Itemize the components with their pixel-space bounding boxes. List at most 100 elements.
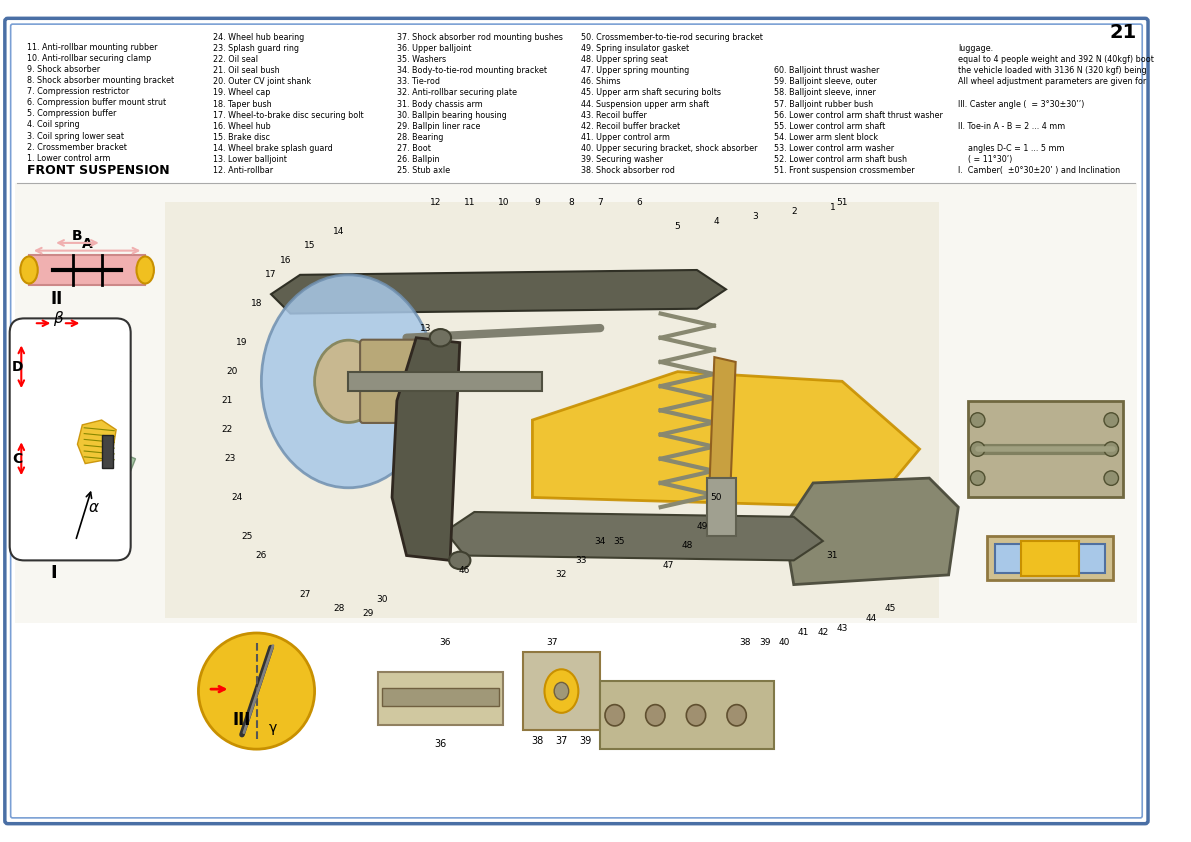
Text: 19. Wheel cap: 19. Wheel cap (213, 88, 270, 98)
Text: 21. Oil seal bush: 21. Oil seal bush (213, 67, 280, 75)
Text: 7. Compression restrictor: 7. Compression restrictor (27, 87, 130, 96)
Text: 37: 37 (555, 736, 568, 746)
Text: 9. Shock absorber: 9. Shock absorber (27, 65, 100, 74)
Text: II: II (50, 290, 62, 308)
Text: 14. Wheel brake splash guard: 14. Wheel brake splash guard (213, 144, 332, 153)
Bar (968, 401, 1123, 498)
Text: 3: 3 (753, 212, 757, 221)
Text: 35. Washers: 35. Washers (397, 55, 445, 64)
Text: 33. Tie-rod: 33. Tie-rod (397, 77, 439, 87)
Polygon shape (445, 512, 823, 561)
Text: C: C (12, 452, 23, 466)
Ellipse shape (1104, 413, 1118, 427)
Text: 39: 39 (759, 638, 771, 647)
Text: 25. Stub axle: 25. Stub axle (397, 167, 450, 175)
Polygon shape (532, 371, 919, 507)
Text: 33: 33 (575, 556, 586, 565)
Text: 30. Ballpin bearing housing: 30. Ballpin bearing housing (397, 111, 506, 120)
Text: 45: 45 (885, 605, 897, 613)
Text: 57. Balljoint rubber bush: 57. Balljoint rubber bush (774, 99, 873, 109)
Text: I.  Camber(  ±0°30±20’ ) and Inclination: I. Camber( ±0°30±20’ ) and Inclination (959, 167, 1121, 175)
Text: γ: γ (269, 721, 278, 735)
Ellipse shape (971, 471, 985, 485)
Text: 60. Balljoint thrust washer: 60. Balljoint thrust washer (774, 67, 880, 75)
Text: 2. Crossmember bracket: 2. Crossmember bracket (27, 142, 127, 152)
Text: 46: 46 (459, 566, 470, 574)
Polygon shape (710, 357, 736, 483)
Text: 54. Lower arm slent block: 54. Lower arm slent block (774, 133, 879, 142)
Text: 36. Upper balljoint: 36. Upper balljoint (397, 44, 472, 53)
Ellipse shape (727, 705, 747, 726)
Text: 26. Ballpin: 26. Ballpin (397, 155, 439, 164)
Ellipse shape (971, 413, 985, 427)
Text: 9: 9 (535, 198, 540, 207)
Polygon shape (272, 270, 727, 313)
Text: 34. Body-to-tie-rod mounting bracket: 34. Body-to-tie-rod mounting bracket (397, 67, 547, 75)
Ellipse shape (605, 705, 624, 726)
Polygon shape (784, 478, 959, 584)
Text: 50: 50 (711, 493, 722, 502)
Bar (101, 434, 113, 468)
Ellipse shape (199, 633, 314, 749)
Text: 16: 16 (280, 256, 292, 265)
Text: 7: 7 (597, 198, 603, 207)
Text: 26: 26 (256, 551, 267, 560)
Polygon shape (63, 449, 136, 488)
Text: 48: 48 (681, 541, 693, 551)
Text: 34: 34 (594, 536, 606, 546)
Text: 31: 31 (827, 551, 838, 560)
Text: II. Toe-in A - B = 2 ... 4 mm: II. Toe-in A - B = 2 ... 4 mm (959, 122, 1066, 131)
Text: 3. Coil spring lower seat: 3. Coil spring lower seat (27, 131, 124, 141)
Text: 25: 25 (241, 531, 252, 541)
Text: 18. Taper bush: 18. Taper bush (213, 99, 272, 109)
Text: 10. Anti-rollbar securing clamp: 10. Anti-rollbar securing clamp (27, 54, 151, 62)
Text: 38: 38 (740, 638, 752, 647)
Text: 51: 51 (836, 198, 848, 207)
Ellipse shape (261, 274, 436, 488)
Text: 42. Recoil buffer bracket: 42. Recoil buffer bracket (581, 122, 680, 131)
Text: 28. Bearing: 28. Bearing (397, 133, 443, 142)
Text: 1. Lower control arm: 1. Lower control arm (27, 154, 111, 163)
Text: 32. Anti-rollbar securing plate: 32. Anti-rollbar securing plate (397, 88, 517, 98)
Text: 56. Lower control arm shaft thrust washer: 56. Lower control arm shaft thrust washe… (774, 111, 943, 120)
Polygon shape (58, 362, 131, 429)
Text: 23. Splash guard ring: 23. Splash guard ring (213, 44, 299, 53)
Text: 29. Ballpin liner race: 29. Ballpin liner race (397, 122, 480, 131)
Ellipse shape (430, 329, 451, 346)
Text: 4. Coil spring: 4. Coil spring (27, 120, 80, 130)
Text: angles D-C = 1 ... 5 mm: angles D-C = 1 ... 5 mm (959, 144, 1065, 153)
Bar (523, 653, 600, 730)
Text: 36: 36 (435, 739, 447, 749)
Text: 28: 28 (333, 605, 344, 613)
Text: 44. Suspension upper arm shaft: 44. Suspension upper arm shaft (581, 99, 709, 109)
Text: 20: 20 (226, 367, 238, 376)
Bar (382, 688, 499, 706)
Text: 24: 24 (231, 493, 243, 502)
Text: 8. Shock absorber mounting bracket: 8. Shock absorber mounting bracket (27, 76, 174, 85)
Bar (349, 371, 542, 391)
Text: 18: 18 (251, 300, 262, 308)
Bar (600, 681, 774, 749)
Text: 16. Wheel hub: 16. Wheel hub (213, 122, 270, 131)
FancyBboxPatch shape (5, 19, 1148, 823)
Text: 19: 19 (236, 338, 248, 347)
Text: 41: 41 (798, 628, 809, 637)
Text: 48. Upper spring seat: 48. Upper spring seat (581, 55, 668, 64)
Text: FRONT SUSPENSION: FRONT SUSPENSION (27, 163, 170, 177)
Bar (378, 672, 504, 725)
Text: 37: 37 (545, 638, 557, 647)
Text: 6: 6 (636, 198, 642, 207)
Text: 17. Wheel-to-brake disc securing bolt: 17. Wheel-to-brake disc securing bolt (213, 111, 363, 120)
Text: 50. Crossmember-to-tie-rod securing bracket: 50. Crossmember-to-tie-rod securing brac… (581, 33, 762, 42)
Text: 52. Lower control arm shaft bush: 52. Lower control arm shaft bush (774, 155, 908, 164)
Text: 41. Upper control arm: 41. Upper control arm (581, 133, 669, 142)
Text: All wheel adjustment parameters are given for: All wheel adjustment parameters are give… (959, 77, 1147, 87)
Text: luggage.: luggage. (959, 44, 993, 53)
Text: ( = 11°30’): ( = 11°30’) (959, 155, 1012, 164)
Text: 42: 42 (817, 628, 829, 637)
Text: 10: 10 (498, 198, 509, 207)
Text: 27. Boot: 27. Boot (397, 144, 431, 153)
Text: 13. Lower balljoint: 13. Lower balljoint (213, 155, 287, 164)
Text: 1: 1 (830, 203, 835, 211)
Text: 27: 27 (299, 589, 311, 599)
